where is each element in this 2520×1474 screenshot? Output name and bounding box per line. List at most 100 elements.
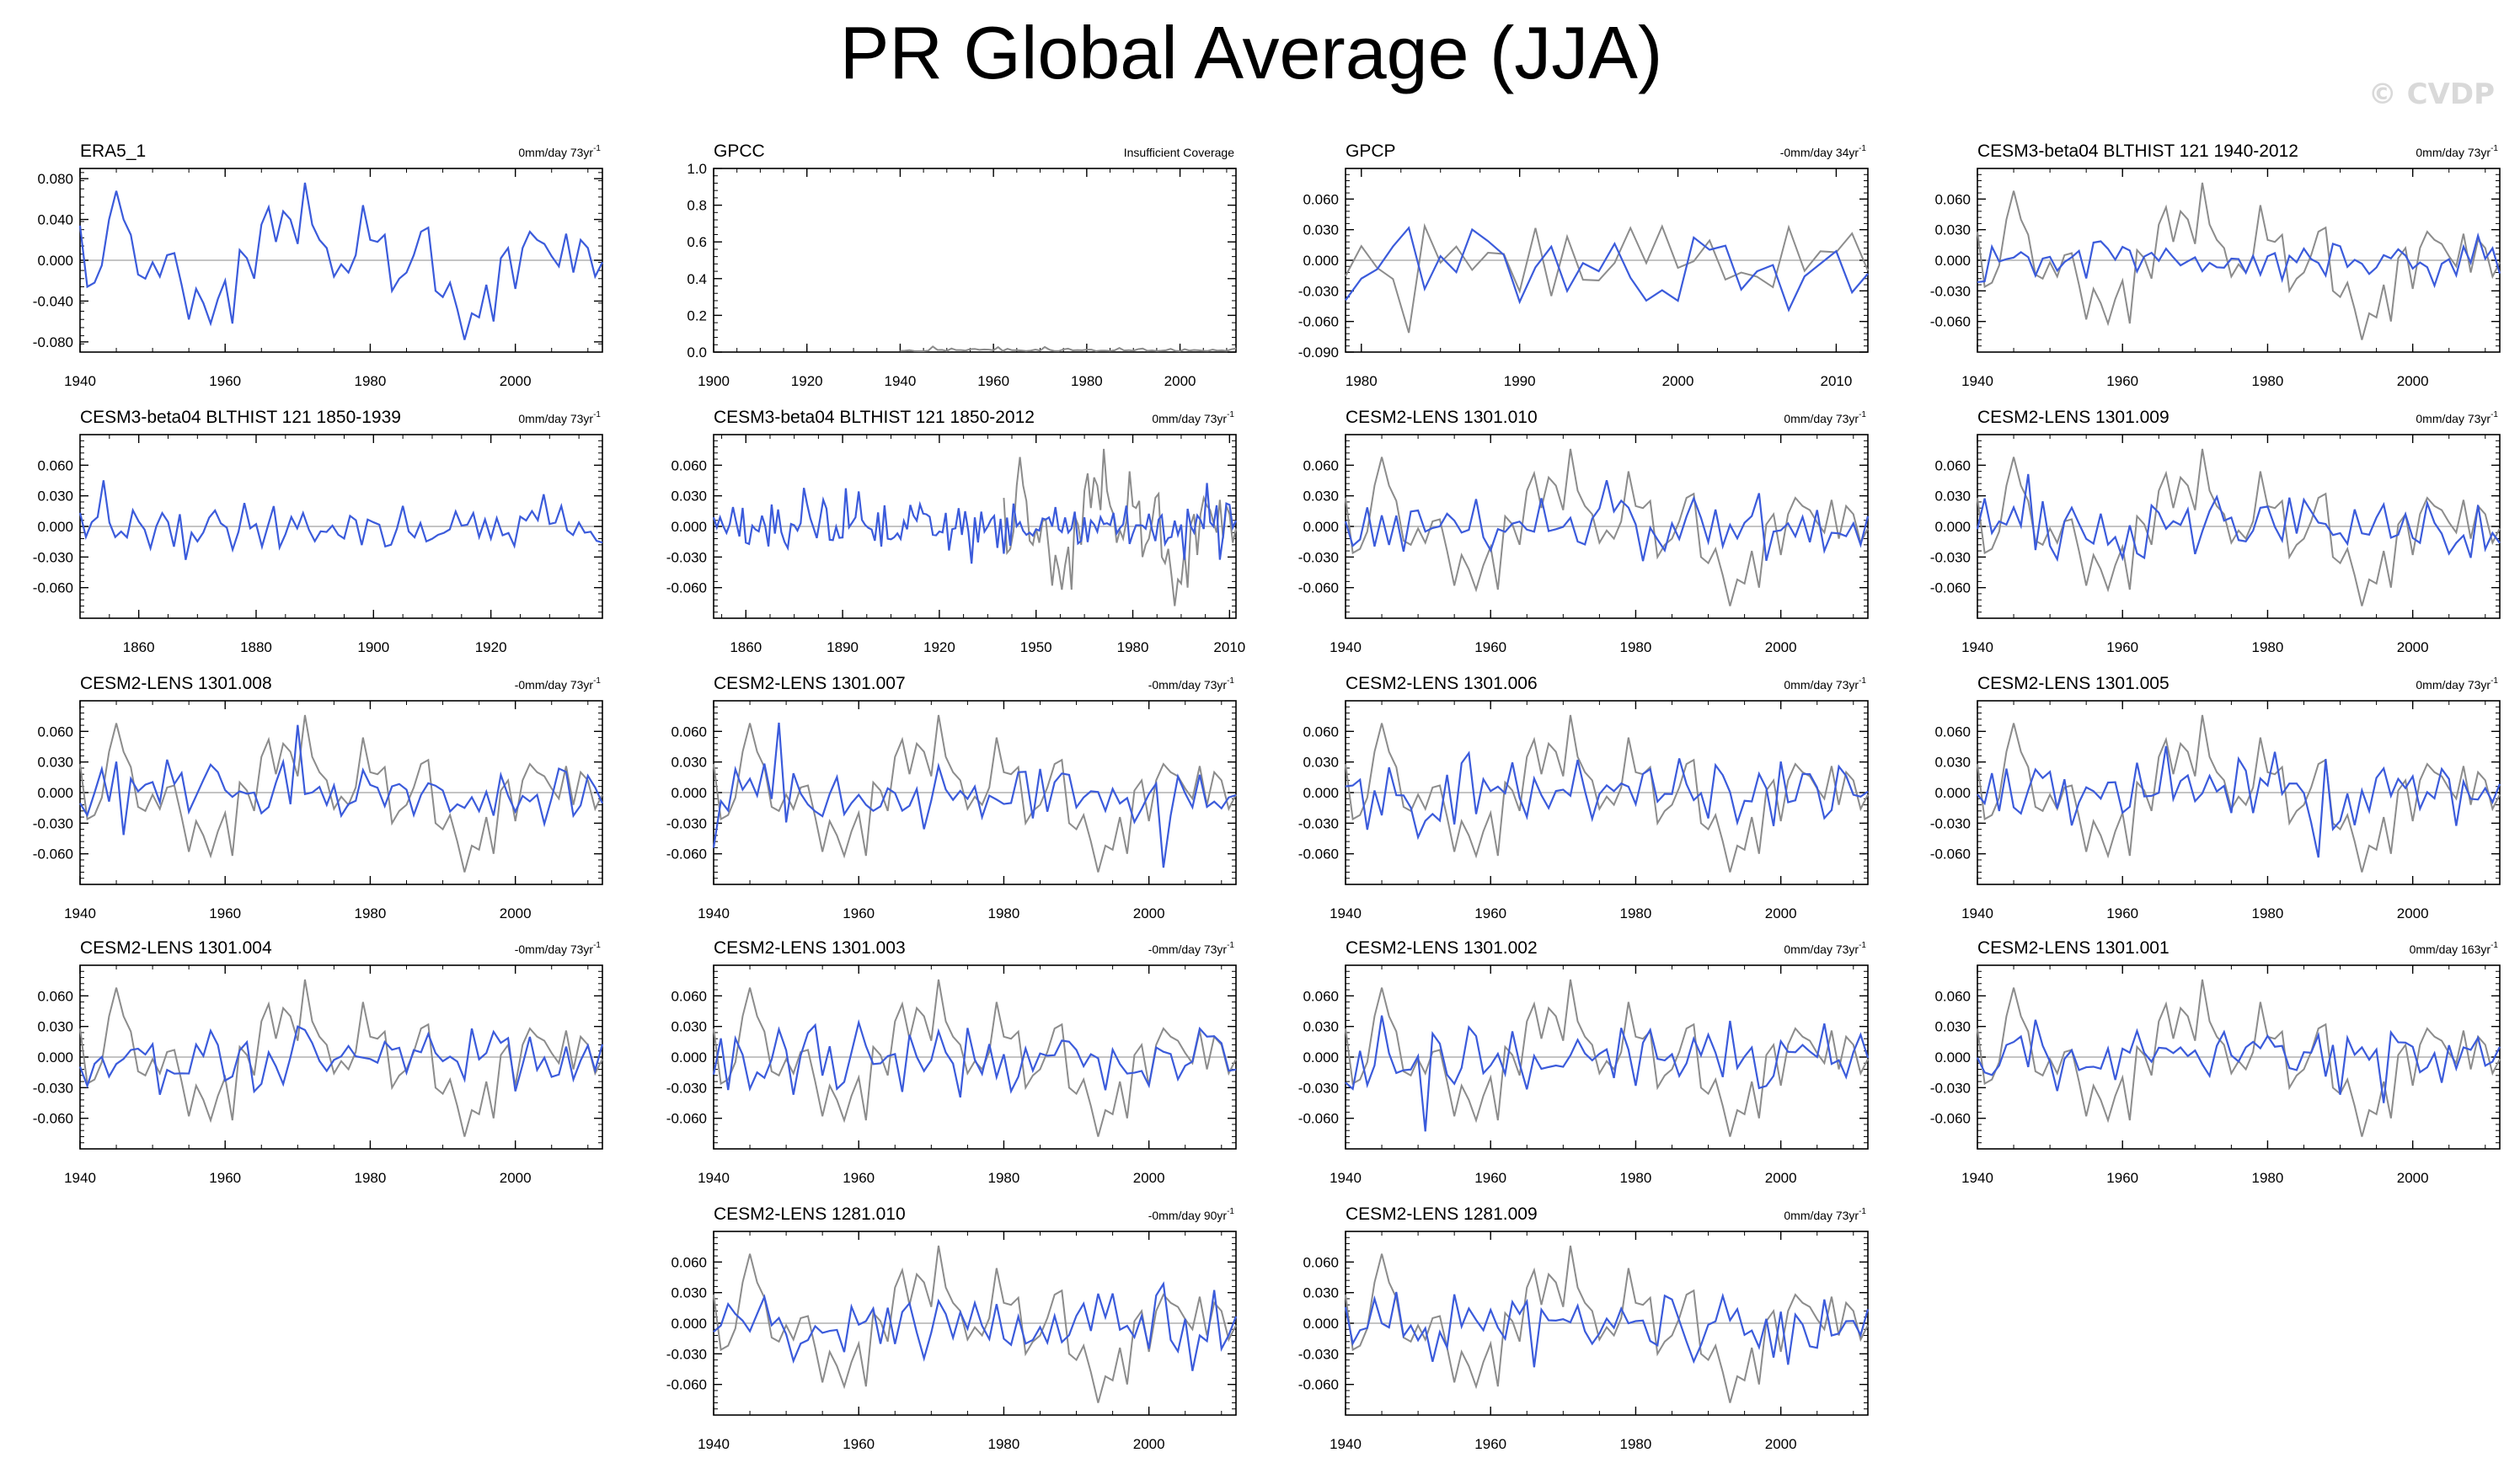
y-tick-label: -0.030 <box>666 1346 707 1362</box>
y-tick-label: -0.060 <box>666 1111 707 1127</box>
series-line-model <box>78 182 603 340</box>
x-tick-label: 2000 <box>500 1170 532 1186</box>
y-tick-label: -0.060 <box>666 1377 707 1393</box>
y-tick-label: -0.060 <box>666 846 707 863</box>
series-line-model <box>712 1018 1237 1098</box>
x-tick-label: 1920 <box>791 373 823 389</box>
x-tick-label: 1960 <box>843 905 875 921</box>
y-tick-label: -0.060 <box>1930 846 1971 863</box>
trend-label: -0mm/day 73yr-1 <box>1148 941 1235 956</box>
trend-superscript: -1 <box>2491 410 2498 419</box>
y-tick-label: -0.060 <box>33 580 73 596</box>
y-tick-label: 0.030 <box>671 489 707 505</box>
panel-title: CESM2-LENS 1301.005 <box>1977 674 2170 693</box>
y-tick-label: -0.030 <box>1298 283 1339 299</box>
x-tick-label: 1960 <box>2106 639 2138 655</box>
series-line-obs <box>900 345 1237 352</box>
x-tick-label: 1980 <box>1620 639 1652 655</box>
y-tick-label: 0.6 <box>687 234 707 250</box>
x-tick-label: 2000 <box>1133 1170 1165 1186</box>
y-tick-label: -0.030 <box>666 1080 707 1096</box>
series-line-model <box>713 1281 1238 1371</box>
x-tick-label: 2000 <box>1662 373 1694 389</box>
y-tick-label: 0.000 <box>1934 519 1971 535</box>
y-tick-label: 0.060 <box>1934 191 1971 207</box>
series-line-model <box>712 722 1237 868</box>
x-tick-label: 1940 <box>64 905 96 921</box>
x-tick-label: 1940 <box>1961 639 1993 655</box>
x-tick-label: 2000 <box>1164 373 1196 389</box>
x-tick-label: 1940 <box>698 905 730 921</box>
y-tick-label: 0.060 <box>671 988 707 1004</box>
x-tick-label: 1960 <box>2106 905 2138 921</box>
x-tick-label: 1900 <box>698 373 730 389</box>
x-tick-label: 1980 <box>355 373 387 389</box>
trend-superscript: -1 <box>1227 410 1234 419</box>
panel-title: CESM2-LENS 1301.001 <box>1977 938 2170 958</box>
x-tick-label: 1960 <box>977 373 1009 389</box>
x-tick-label: 1960 <box>209 1170 241 1186</box>
trend-label: 0mm/day 73yr-1 <box>518 410 601 425</box>
y-tick-label: -0.030 <box>33 1080 73 1096</box>
y-tick-label: 0.2 <box>687 307 707 323</box>
trend-superscript: -1 <box>1859 1207 1866 1216</box>
trend-label: 0mm/day 73yr-1 <box>1784 941 1866 956</box>
x-tick-label: 1980 <box>1071 373 1103 389</box>
series-line-obs <box>1977 714 2501 873</box>
y-tick-label: 0.030 <box>1303 489 1339 505</box>
y-tick-label: 0.000 <box>37 519 73 535</box>
x-tick-label: 1960 <box>843 1170 875 1186</box>
x-tick-label: 2010 <box>1213 639 1245 655</box>
y-tick-label: 0.000 <box>1303 1049 1339 1065</box>
series-line-obs <box>1345 714 1869 873</box>
x-tick-label: 2000 <box>1765 1436 1797 1452</box>
y-tick-label: -0.030 <box>666 549 707 565</box>
page-title: PR Global Average (JJA) <box>839 11 1663 94</box>
x-tick-label: 2000 <box>1133 905 1165 921</box>
x-tick-label: 1980 <box>2252 905 2284 921</box>
y-tick-label: 0.060 <box>37 724 73 740</box>
y-tick-label: 0.060 <box>671 1254 707 1270</box>
y-tick-label: 0.000 <box>37 785 73 801</box>
trend-superscript: -1 <box>593 676 601 686</box>
x-tick-label: 1940 <box>1961 1170 1993 1186</box>
y-tick-label: 0.000 <box>671 1316 707 1332</box>
chart-panel: CESM3-beta04 BLTHIST 121 1940-2012 0mm/da… <box>1930 142 2501 389</box>
panel-title: CESM2-LENS 1301.009 <box>1977 408 2170 427</box>
series-line-obs <box>713 1245 1237 1403</box>
chart-panel: CESM2-LENS 1301.002 0mm/day 73yr-1 0.060 0.… <box>1298 938 1870 1186</box>
chart-panel: CESM2-LENS 1301.004 -0mm/day 73yr-1 0.060 0… <box>33 938 604 1186</box>
trend-label: 0mm/day 163yr-1 <box>2410 941 2499 956</box>
series-line-obs <box>79 714 603 873</box>
y-tick-label: 0.4 <box>687 271 707 287</box>
y-tick-label: -0.030 <box>1930 1080 1971 1096</box>
trend-superscript: -1 <box>1227 941 1234 950</box>
x-tick-label: 2010 <box>1821 373 1853 389</box>
y-tick-label: -0.030 <box>1930 549 1971 565</box>
series-line-obs <box>1977 979 2501 1137</box>
trend-label: -0mm/day 90yr-1 <box>1148 1207 1235 1222</box>
trend-superscript: -1 <box>2491 144 2498 153</box>
x-tick-label: 2000 <box>1765 639 1797 655</box>
x-tick-label: 1950 <box>1020 639 1052 655</box>
series-line-obs <box>1977 448 2501 606</box>
x-tick-label: 1980 <box>2252 373 2284 389</box>
y-tick-label: -0.030 <box>1298 1346 1339 1362</box>
trend-label: -0mm/day 73yr-1 <box>515 941 602 956</box>
y-tick-label: 0.060 <box>1934 457 1971 473</box>
y-tick-label: 0.030 <box>37 755 73 771</box>
chart-panel: CESM3-beta04 BLTHIST 121 1850-2012 0mm/da… <box>666 408 1245 655</box>
y-tick-label: -0.030 <box>33 549 73 565</box>
y-tick-label: 0.060 <box>1303 1254 1339 1270</box>
y-tick-label: 0.000 <box>671 519 707 535</box>
trend-superscript: -1 <box>1859 410 1866 419</box>
trend-label: 0mm/day 73yr-1 <box>2416 676 2498 692</box>
x-tick-label: 1960 <box>1474 639 1506 655</box>
x-tick-label: 1890 <box>827 639 859 655</box>
y-tick-label: 0.060 <box>1303 988 1339 1004</box>
y-tick-label: 1.0 <box>687 161 707 177</box>
x-tick-label: 1900 <box>357 639 389 655</box>
panel-title: CESM2-LENS 1301.008 <box>80 674 272 693</box>
series-line-model <box>1977 232 2501 289</box>
